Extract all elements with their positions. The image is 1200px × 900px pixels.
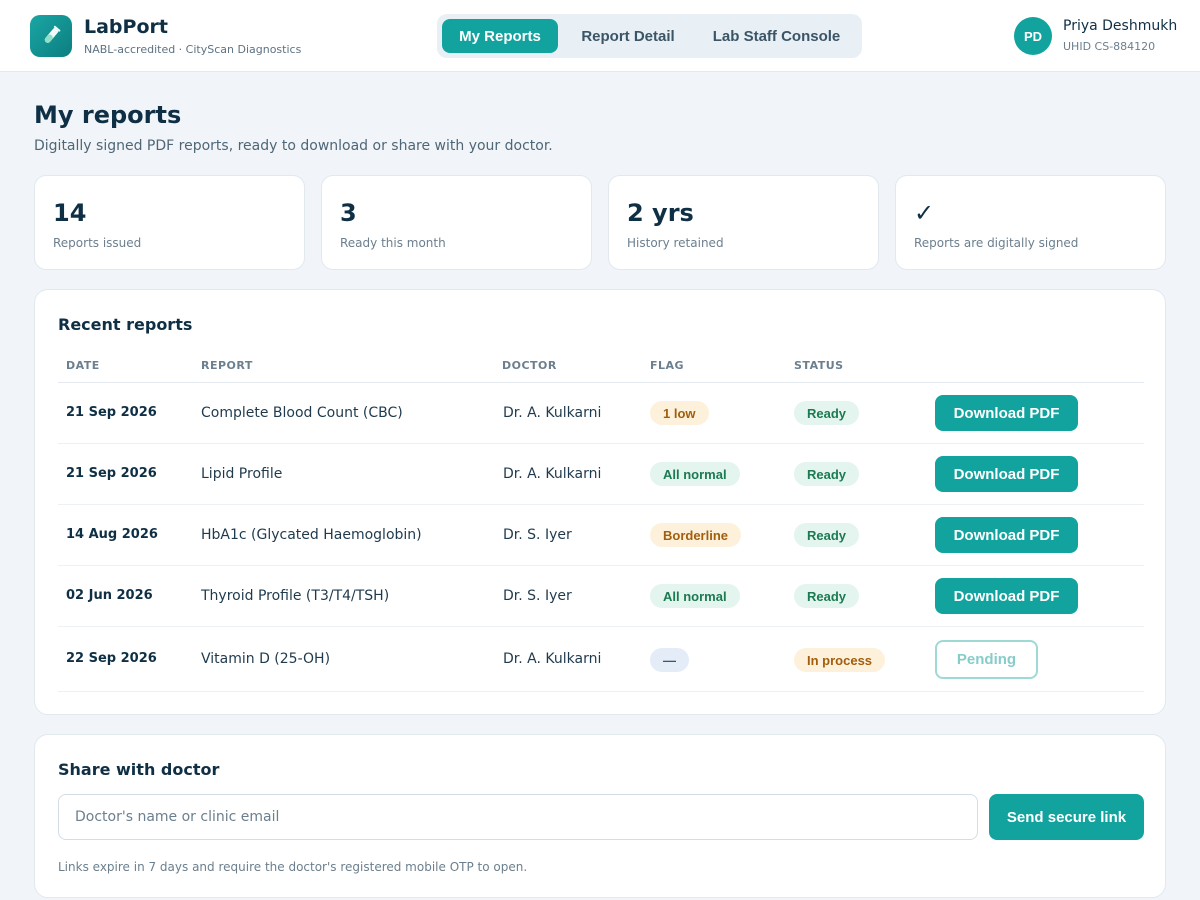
report-name: Thyroid Profile (T3/T4/TSH) xyxy=(201,588,390,604)
user-avatar[interactable]: PD xyxy=(1014,17,1052,55)
column-header-report: REPORT xyxy=(201,359,253,372)
stat-value: 2 yrs xyxy=(627,199,694,227)
report-date: 21 Sep 2026 xyxy=(66,405,157,420)
recent-reports-title: Recent reports xyxy=(58,315,193,334)
status-badge: Ready xyxy=(794,523,860,547)
user-name: Priya Deshmukh xyxy=(1063,18,1178,34)
flag-badge: 1 low xyxy=(650,401,709,425)
download-pdf-button[interactable]: Download PDF xyxy=(935,456,1078,492)
stat-card-reports-issued: 14 Reports issued xyxy=(34,175,305,270)
table-row: 02 Jun 2026 Thyroid Profile (T3/T4/TSH) … xyxy=(58,566,1144,627)
flag-badge: Borderline xyxy=(650,523,742,547)
stat-label: History retained xyxy=(627,236,724,250)
column-header-date: DATE xyxy=(66,359,100,372)
brand-subtitle: NABL-accredited · CityScan Diagnostics xyxy=(84,43,302,56)
doctor-email-input[interactable] xyxy=(58,794,978,840)
share-title: Share with doctor xyxy=(58,760,220,779)
report-date: 02 Jun 2026 xyxy=(66,588,153,603)
column-header-flag: FLAG xyxy=(650,359,685,372)
status-badge: Ready xyxy=(794,401,860,425)
flag-badge: — xyxy=(650,648,689,672)
report-date: 14 Aug 2026 xyxy=(66,527,158,542)
flag-badge: All normal xyxy=(650,584,740,608)
flag-badge: All normal xyxy=(650,462,740,486)
pending-button: Pending xyxy=(935,640,1038,679)
status-badge: Ready xyxy=(794,462,860,486)
table-header-divider xyxy=(58,382,1144,383)
share-note: Links expire in 7 days and require the d… xyxy=(58,860,528,874)
stat-card-history-retained: 2 yrs History retained xyxy=(608,175,879,270)
status-badge: In process xyxy=(794,648,886,672)
share-with-doctor-card: Share with doctor Send secure link Links… xyxy=(34,734,1166,898)
table-row: 22 Sep 2026 Vitamin D (25-OH) Dr. A. Kul… xyxy=(58,627,1144,692)
report-doctor: Dr. A. Kulkarni xyxy=(503,651,602,667)
app-logo[interactable] xyxy=(30,15,72,57)
checkmark-icon: ✓ xyxy=(914,199,935,227)
stat-value: 14 xyxy=(53,199,87,227)
tab-my-reports[interactable]: My Reports xyxy=(442,19,558,53)
stat-card-ready-this-month: 3 Ready this month xyxy=(321,175,592,270)
download-pdf-button[interactable]: Download PDF xyxy=(935,578,1078,614)
stat-card-digitally-signed: ✓ Reports are digitally signed xyxy=(895,175,1166,270)
page-title: My reports xyxy=(34,101,182,129)
tab-report-detail[interactable]: Report Detail xyxy=(581,27,675,45)
table-row: 14 Aug 2026 HbA1c (Glycated Haemoglobin)… xyxy=(58,505,1144,566)
download-pdf-button[interactable]: Download PDF xyxy=(935,395,1078,431)
column-header-doctor: DOCTOR xyxy=(502,359,557,372)
user-uhid: UHID CS-884120 xyxy=(1063,40,1156,53)
stat-label: Ready this month xyxy=(340,236,446,250)
tab-lab-staff-console[interactable]: Lab Staff Console xyxy=(712,27,841,45)
recent-reports-card: Recent reports DATE REPORT DOCTOR FLAG S… xyxy=(34,289,1166,715)
stat-value: 3 xyxy=(340,199,357,227)
report-name: Lipid Profile xyxy=(201,466,283,482)
report-date: 22 Sep 2026 xyxy=(66,651,157,666)
table-row: 21 Sep 2026 Complete Blood Count (CBC) D… xyxy=(58,383,1144,444)
table-row: 21 Sep 2026 Lipid Profile Dr. A. Kulkarn… xyxy=(58,444,1144,505)
brand-name: LabPort xyxy=(84,16,168,38)
status-badge: Ready xyxy=(794,584,860,608)
report-doctor: Dr. S. Iyer xyxy=(503,588,572,604)
report-date: 21 Sep 2026 xyxy=(66,466,157,481)
page-subtitle: Digitally signed PDF reports, ready to d… xyxy=(34,138,553,154)
stat-label: Reports issued xyxy=(53,236,142,250)
test-tube-icon xyxy=(44,25,61,43)
send-secure-link-button[interactable]: Send secure link xyxy=(989,794,1144,840)
report-doctor: Dr. S. Iyer xyxy=(503,527,572,543)
top-header: LabPort NABL-accredited · CityScan Diagn… xyxy=(0,0,1200,72)
download-pdf-button[interactable]: Download PDF xyxy=(935,517,1078,553)
report-name: Complete Blood Count (CBC) xyxy=(201,405,403,421)
column-header-status: STATUS xyxy=(794,359,844,372)
stat-label: Reports are digitally signed xyxy=(914,236,1079,250)
report-doctor: Dr. A. Kulkarni xyxy=(503,405,602,421)
main-nav: My Reports Report Detail Lab Staff Conso… xyxy=(437,14,862,58)
report-name: HbA1c (Glycated Haemoglobin) xyxy=(201,527,422,543)
report-name: Vitamin D (25-OH) xyxy=(201,651,331,667)
report-doctor: Dr. A. Kulkarni xyxy=(503,466,602,482)
